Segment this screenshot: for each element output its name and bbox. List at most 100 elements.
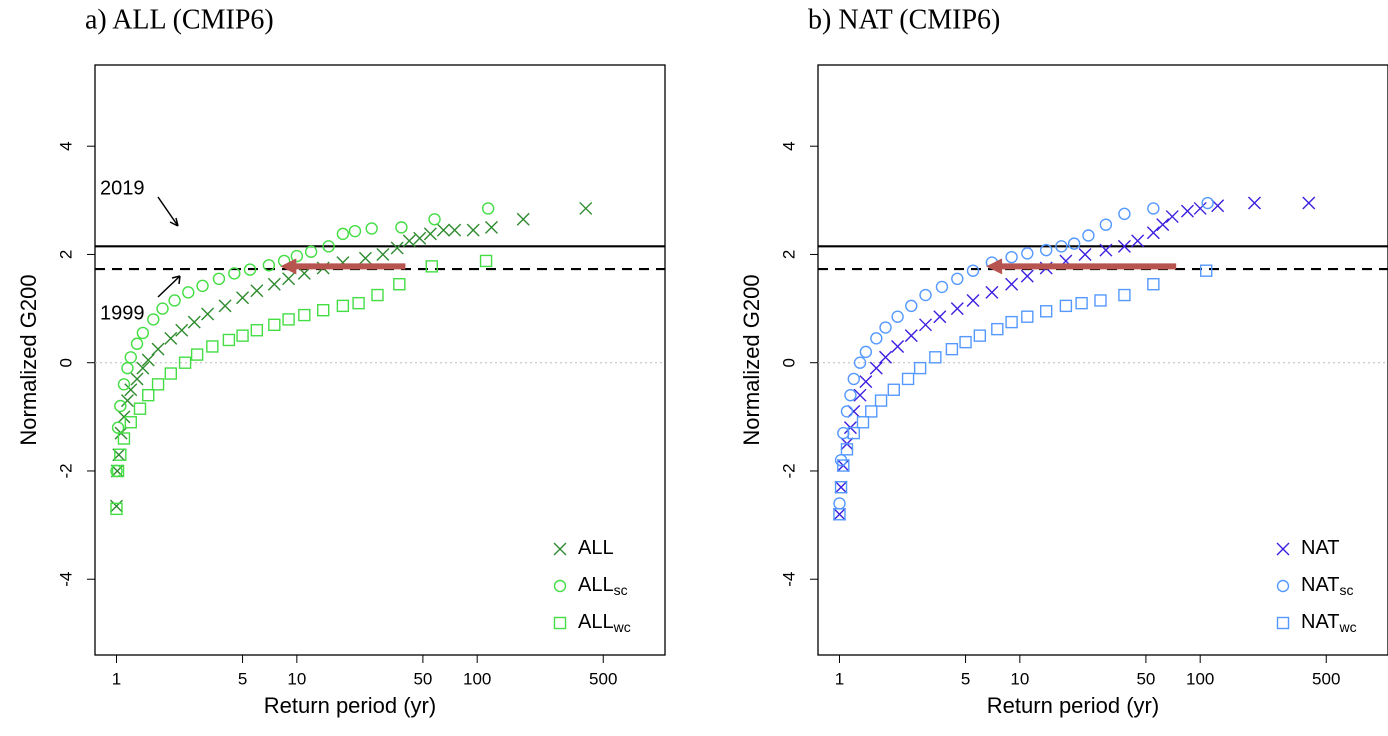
square-marker [1075, 296, 1088, 310]
arrow-head [280, 258, 297, 275]
square-marker [124, 416, 137, 429]
circle-marker [879, 321, 892, 334]
x-marker [1193, 201, 1207, 215]
y-tick-label: -4 [56, 572, 75, 587]
legend-subscript: wc [1339, 619, 1357, 635]
x-marker [919, 318, 933, 332]
square-marker [282, 313, 295, 326]
x-marker [130, 372, 144, 386]
legend-marker [553, 579, 567, 593]
square-marker [151, 378, 165, 391]
x-marker [1165, 210, 1179, 224]
square-marker [913, 361, 927, 375]
panel-title: b) NAT (CMIP6) [808, 4, 1000, 35]
square-marker [479, 254, 493, 268]
square-marker [991, 322, 1004, 336]
x-marker [579, 201, 593, 215]
x-marker [834, 480, 848, 494]
annotation: 1999 [100, 302, 145, 324]
x-marker [201, 307, 215, 321]
x-marker [413, 231, 427, 245]
circle-marker [395, 221, 408, 234]
circle-marker [1005, 250, 1018, 264]
square-marker [929, 351, 942, 364]
legend-subscript: sc [1340, 582, 1354, 598]
x-marker [448, 223, 462, 237]
x-marker [358, 251, 372, 265]
x-tick-label: 10 [287, 669, 306, 688]
panel: a) ALL (CMIP6) 1 5 10 50 100 500 -4 -2 0 2 4 Return … [16, 4, 666, 718]
circle-marker [243, 263, 257, 276]
circle-marker [844, 388, 857, 402]
y-tick-label: 0 [779, 358, 798, 367]
circle-marker [156, 302, 169, 315]
y-tick-label: -4 [779, 572, 798, 587]
circle-marker [182, 286, 195, 299]
x-tick-label: 500 [589, 669, 617, 688]
square-marker [865, 405, 878, 418]
x-marker [1099, 243, 1113, 257]
square-marker [945, 342, 959, 356]
square-marker [268, 318, 281, 332]
x-marker [891, 339, 905, 353]
circle-marker [365, 222, 378, 235]
x-marker [1131, 234, 1145, 248]
square-marker [959, 335, 972, 349]
circle-marker [1118, 207, 1131, 221]
x-axis-label: Return period (yr) [987, 693, 1159, 718]
square-marker [837, 459, 850, 472]
legend-marker [1276, 579, 1290, 593]
square-marker [222, 333, 236, 347]
circle-marker [147, 313, 160, 326]
x-marker [1005, 277, 1019, 291]
x-tick-label: 1 [112, 669, 121, 688]
x-tick-label: 50 [1136, 669, 1155, 688]
x-marker [267, 277, 281, 291]
legend-label: ALL [578, 537, 614, 559]
square-marker [856, 416, 870, 429]
x-marker [218, 299, 232, 313]
x-marker [297, 266, 311, 280]
square-marker [142, 388, 155, 402]
square-marker [352, 296, 365, 310]
x-marker [1247, 196, 1261, 210]
x-marker [1156, 218, 1170, 232]
legend-name: ALL [578, 611, 614, 633]
annotation: 2019 [100, 177, 145, 199]
arrow-head [986, 258, 1003, 275]
x-tick-label: 100 [1186, 669, 1214, 688]
square-marker [1200, 264, 1213, 277]
circle-marker [1039, 243, 1053, 257]
square-marker [425, 260, 438, 273]
circle-marker [228, 267, 241, 280]
circle-marker [322, 240, 335, 253]
legend-marker [553, 616, 567, 630]
y-tick-label: 2 [779, 250, 798, 259]
square-marker [164, 367, 177, 380]
x-marker [869, 361, 883, 375]
legend-label: ALLwc [578, 611, 631, 634]
circle-marker [870, 332, 883, 345]
panel-title: a) ALL (CMIP6) [85, 4, 274, 35]
square-marker [298, 308, 311, 322]
x-marker [879, 350, 893, 364]
legend-label: NAT [1301, 537, 1340, 559]
legend-label: NATwc [1301, 611, 1357, 634]
square-marker [250, 324, 264, 337]
x-tick-label: 500 [1312, 669, 1340, 688]
x-marker [1020, 269, 1034, 283]
y-axis-label: Normalized G200 [739, 274, 764, 445]
square-marker [874, 394, 888, 407]
square-marker [117, 432, 131, 445]
square-marker [393, 278, 406, 291]
circle-marker [1067, 237, 1081, 250]
x-marker [516, 212, 530, 226]
legend-name: NAT [1301, 537, 1340, 559]
square-marker [133, 402, 147, 415]
circle-marker [853, 356, 867, 369]
square-marker [316, 304, 330, 317]
circle-marker [117, 378, 131, 391]
circle-marker [212, 272, 226, 286]
square-marker [111, 464, 125, 478]
